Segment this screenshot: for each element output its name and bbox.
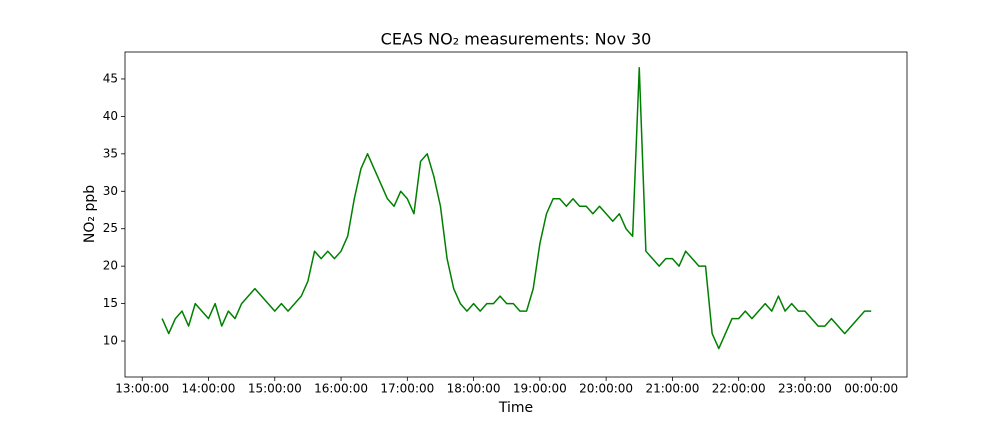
x-tick-label: 13:00:00 xyxy=(115,382,169,396)
plot-frame xyxy=(124,51,908,378)
data-line xyxy=(161,66,872,350)
x-axis-label: Time xyxy=(498,400,533,416)
y-tick-label: 20 xyxy=(103,259,118,273)
x-tick-label: 16:00:00 xyxy=(314,382,368,396)
y-tick-label: 10 xyxy=(103,334,118,348)
x-tick-label: 20:00:00 xyxy=(579,382,633,396)
x-tick-label: 21:00:00 xyxy=(645,382,699,396)
chart-title: CEAS NO₂ measurements: Nov 30 xyxy=(381,30,652,49)
y-tick-label: 15 xyxy=(103,296,118,310)
y-axis-label: NO₂ ppb xyxy=(82,185,98,243)
y-tick-label: 35 xyxy=(103,146,118,160)
x-tick-label: 23:00:00 xyxy=(778,382,832,396)
x-tick-label: 22:00:00 xyxy=(712,382,766,396)
y-tick-label: 40 xyxy=(103,109,118,123)
y-tick-label: 45 xyxy=(103,71,118,85)
y-tick-label: 30 xyxy=(103,184,118,198)
x-tick-label: 18:00:00 xyxy=(447,382,501,396)
x-tick-label: 17:00:00 xyxy=(380,382,434,396)
x-tick-label: 19:00:00 xyxy=(513,382,567,396)
x-tick-label: 00:00:00 xyxy=(844,382,898,396)
x-tick-label: 15:00:00 xyxy=(248,382,302,396)
y-tick-label: 25 xyxy=(103,221,118,235)
x-tick-label: 14:00:00 xyxy=(182,382,236,396)
